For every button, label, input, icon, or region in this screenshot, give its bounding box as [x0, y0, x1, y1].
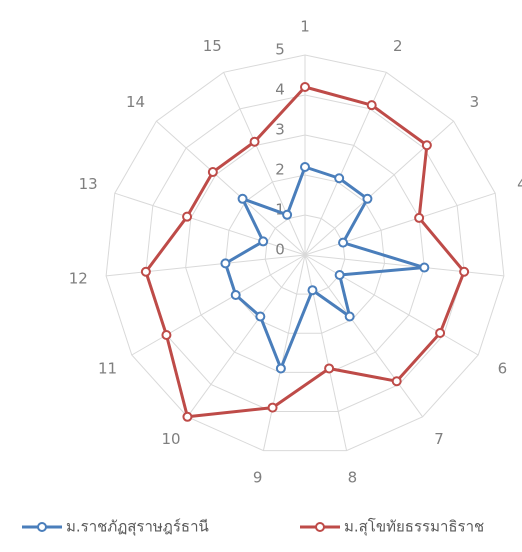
point	[237, 193, 248, 204]
point	[267, 402, 278, 413]
spoke	[304, 192, 496, 256]
point	[161, 330, 172, 340]
legend-label: ม.สุโขทัยธรรมาธิราช	[344, 518, 484, 537]
point	[362, 193, 373, 204]
point	[338, 237, 349, 248]
spoke	[223, 72, 306, 256]
point	[421, 140, 432, 151]
series-line	[144, 85, 466, 419]
spoke	[156, 120, 306, 256]
point	[435, 328, 446, 338]
axis-label: 9	[253, 469, 263, 487]
legend: ม.ราชภัฏสุราษฎร์ธานี ม.สุโขทัยธรรมาธิราช	[22, 518, 484, 537]
axis-label: 7	[434, 430, 444, 448]
point	[324, 363, 335, 374]
point	[344, 311, 355, 322]
point	[207, 167, 218, 178]
axis-label: 15	[203, 37, 222, 55]
r-tick-label: 1	[275, 201, 285, 219]
legend-marker	[37, 522, 47, 532]
grid-ring	[145, 94, 465, 413]
point	[255, 311, 266, 322]
point	[182, 411, 193, 422]
spoke	[304, 254, 504, 277]
axis-label: 2	[393, 37, 403, 55]
axis-label: 4	[517, 175, 522, 193]
grid-ring	[185, 134, 425, 373]
point	[419, 262, 430, 273]
legend-label: ม.ราชภัฏสุราษฎร์ธานี	[66, 518, 209, 537]
series-line	[223, 165, 426, 370]
axis-label: 14	[126, 93, 145, 111]
point	[366, 100, 377, 111]
point	[249, 136, 260, 147]
plot	[140, 82, 470, 422]
spoke	[304, 120, 454, 256]
point	[220, 258, 231, 269]
point	[307, 285, 318, 296]
r-tick-label: 4	[275, 81, 285, 99]
grid-ring	[105, 54, 505, 452]
point	[300, 162, 310, 172]
point	[334, 173, 345, 184]
point	[459, 266, 470, 277]
r-tick-label: 3	[275, 121, 285, 139]
spoke	[304, 72, 387, 256]
axis-label: 11	[98, 360, 117, 378]
point	[140, 266, 151, 277]
axis-label: 1	[300, 18, 310, 36]
grid-ring	[264, 214, 346, 295]
axis-label: 13	[79, 175, 98, 193]
grid-ring	[224, 174, 386, 334]
axis-label: 12	[69, 269, 88, 287]
spoke	[106, 254, 306, 277]
r-tick-label: 0	[275, 241, 285, 259]
axis-label: 10	[161, 430, 180, 448]
point	[300, 82, 310, 92]
point	[334, 270, 345, 280]
r-tick-label: 2	[275, 161, 285, 179]
r-tick-label: 5	[275, 41, 285, 59]
axis-label: 8	[348, 469, 358, 487]
axis-label: 6	[498, 360, 508, 378]
spoke	[262, 254, 306, 451]
point	[230, 290, 241, 300]
point	[391, 376, 402, 387]
spoke	[304, 254, 479, 356]
point	[258, 236, 269, 247]
point	[182, 211, 193, 222]
spoke	[131, 254, 306, 356]
axis-label: 3	[470, 93, 480, 111]
point	[414, 212, 425, 223]
legend-marker	[315, 522, 325, 532]
grid: 123456789101112131415012345	[69, 18, 522, 487]
spoke	[114, 192, 306, 256]
spoke	[187, 254, 306, 418]
spoke	[304, 254, 423, 418]
point	[275, 363, 286, 374]
point	[282, 209, 293, 220]
